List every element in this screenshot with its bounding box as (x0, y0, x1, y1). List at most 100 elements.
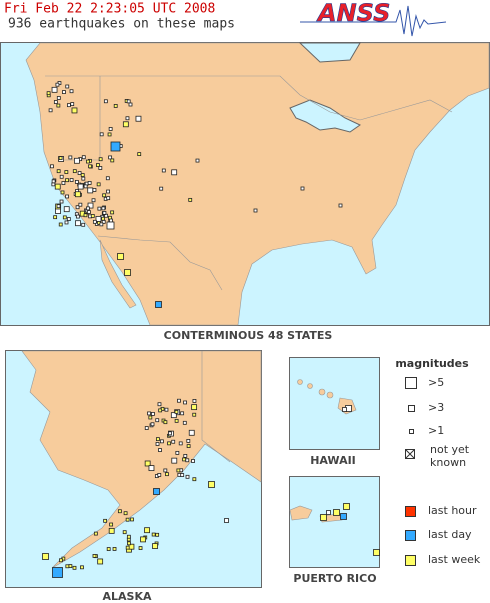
quake-marker (191, 404, 198, 411)
quake-marker (106, 196, 111, 201)
quake-marker (208, 481, 215, 488)
quake-marker (86, 210, 91, 214)
quake-marker (86, 206, 90, 211)
quake-marker (78, 202, 83, 207)
quake-marker (151, 532, 156, 537)
quake-marker (180, 473, 185, 477)
quake-marker (144, 527, 150, 534)
quake-marker (182, 420, 187, 425)
legend-label: known (430, 456, 466, 469)
quake-marker (157, 402, 162, 407)
quake-marker (106, 189, 110, 194)
us-canada-border (45, 75, 453, 121)
legend-label: not yet (430, 443, 470, 456)
quake-marker (124, 269, 131, 276)
quake-marker (48, 108, 53, 113)
quake-marker (91, 198, 96, 203)
quake-marker (126, 534, 131, 539)
quake-marker (192, 399, 197, 403)
quake-marker (135, 115, 142, 122)
quake-marker (67, 103, 71, 108)
legend-label: >5 (428, 376, 444, 389)
quake-marker (70, 102, 75, 106)
us-mexico-border (97, 235, 223, 291)
quake-marker (340, 513, 347, 520)
quake-marker (109, 522, 114, 527)
quake-marker (186, 444, 191, 448)
quake-marker (155, 532, 160, 537)
quake-marker (58, 222, 63, 227)
quake-marker (109, 218, 113, 223)
quake-marker (155, 301, 162, 308)
quake-marker (92, 188, 97, 192)
quake-marker (101, 216, 105, 221)
island (318, 388, 326, 396)
quake-marker (158, 408, 163, 413)
quake-marker (159, 186, 164, 191)
alaska-map: ALASKA (5, 350, 262, 603)
quake-marker (148, 465, 155, 472)
quake-marker (98, 157, 103, 162)
quake-marker (192, 412, 197, 417)
quake-marker (320, 514, 327, 521)
quake-marker (62, 90, 66, 94)
quake-marker (125, 545, 130, 550)
quake-marker (338, 203, 343, 208)
quake-marker (92, 219, 97, 224)
quake-marker (158, 448, 162, 452)
quake-marker (224, 518, 229, 523)
quake-marker (81, 155, 86, 160)
quake-marker (74, 191, 81, 198)
quake-marker (188, 197, 193, 202)
quake-marker (74, 157, 80, 164)
quake-marker (123, 511, 128, 516)
quake-marker (77, 171, 82, 175)
quake-marker (183, 400, 187, 405)
legend-label: >3 (428, 401, 444, 414)
quake-marker (188, 429, 195, 436)
quake-marker (102, 193, 107, 198)
quake-marker (163, 468, 168, 473)
timestamp: Fri Feb 22 2:23:05 UTC 2008 (4, 2, 215, 17)
quake-marker (50, 164, 54, 169)
quake-marker (92, 554, 97, 558)
conterminous-map: CONTERMINOUS 48 STATES (0, 42, 490, 342)
quake-marker (98, 166, 103, 170)
legend-title: magnitudes (395, 357, 469, 370)
quake-marker (117, 253, 124, 260)
quake-marker (69, 89, 74, 94)
quake-marker (56, 204, 61, 209)
quake-marker (65, 564, 70, 569)
quake-marker (192, 477, 197, 482)
quake-marker (148, 415, 153, 420)
quake-marker (53, 215, 58, 220)
quake-marker (93, 531, 98, 536)
quake-marker (253, 208, 258, 213)
quake-marker (65, 194, 69, 199)
legend-symbol (405, 530, 416, 541)
quake-marker (60, 190, 65, 195)
quake-marker (68, 564, 73, 568)
quake-marker (140, 536, 146, 543)
quake-marker (81, 222, 86, 227)
quake-marker (108, 127, 113, 131)
quake-marker (102, 211, 107, 215)
quake-marker (185, 458, 190, 463)
quake-marker (80, 565, 84, 570)
quake-marker (88, 164, 92, 169)
quake-marker (46, 91, 51, 96)
quake-marker (65, 178, 69, 183)
quake-marker (99, 222, 104, 227)
quake-marker (42, 553, 49, 560)
quake-marker (117, 509, 122, 514)
legend-symbol (405, 377, 417, 389)
quake-marker (110, 141, 121, 152)
quake-marker (183, 453, 188, 458)
quake-marker (107, 132, 112, 137)
quake-marker (72, 169, 77, 174)
quake-marker (105, 176, 110, 181)
quake-marker (180, 411, 185, 416)
quake-marker (87, 180, 92, 185)
quake-marker (64, 220, 69, 225)
